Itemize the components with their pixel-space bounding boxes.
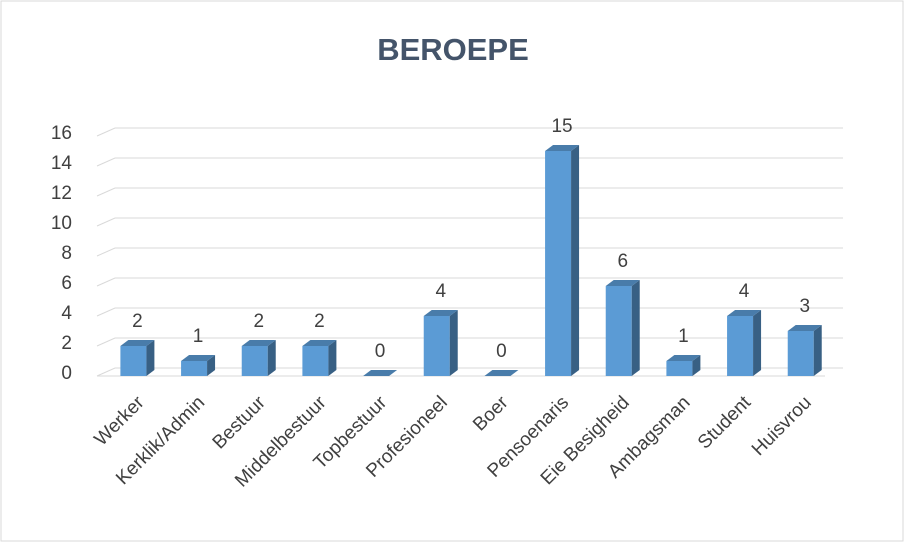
bar-top [423, 310, 458, 316]
bar-side [267, 340, 276, 376]
bar [545, 145, 580, 376]
y-tick-label: 0 [61, 363, 72, 384]
bar-side [328, 340, 337, 376]
y-tick-label: 8 [61, 243, 72, 264]
bar-side [146, 340, 155, 376]
bar-front [181, 361, 208, 376]
data-label: 3 [799, 296, 810, 317]
bar-side [753, 310, 762, 376]
bar-side [571, 145, 580, 376]
data-label: 2 [132, 311, 143, 332]
data-label: 1 [193, 326, 204, 347]
grid-line [96, 307, 843, 317]
grid-line [96, 217, 843, 227]
data-label: 2 [253, 311, 264, 332]
y-tick-label: 4 [61, 303, 72, 324]
bar-front [423, 316, 450, 376]
data-label: 0 [496, 341, 507, 362]
bar-top [727, 310, 762, 316]
bar-top [484, 370, 519, 376]
bar-front [787, 331, 814, 376]
bar [484, 370, 519, 376]
y-tick-label: 14 [51, 153, 73, 174]
bar-front [666, 361, 693, 376]
bar [181, 355, 216, 376]
bar [605, 280, 640, 376]
y-tick-label: 6 [61, 273, 72, 294]
bar [666, 355, 701, 376]
bar [787, 325, 822, 376]
grid-line [96, 157, 843, 167]
grid-line [96, 277, 843, 287]
data-label: 1 [678, 326, 689, 347]
data-label: 0 [375, 341, 386, 362]
bar-front [241, 346, 268, 376]
bar-front [120, 346, 147, 376]
bar-side [207, 355, 216, 376]
bar-top [787, 325, 822, 331]
bar-front [727, 316, 754, 376]
y-tick-label: 10 [51, 213, 72, 234]
bar-front [605, 286, 632, 376]
bar-front [302, 346, 329, 376]
data-label: 4 [435, 281, 446, 302]
bar [120, 340, 155, 376]
bar-side [813, 325, 822, 376]
data-label: 2 [314, 311, 325, 332]
bar-top [545, 145, 580, 151]
bar-top [120, 340, 155, 346]
bar-side [692, 355, 701, 376]
data-label: 15 [551, 116, 572, 137]
bar-top [666, 355, 701, 361]
bar-front [545, 151, 572, 376]
data-label: 4 [739, 281, 750, 302]
bar-top [302, 340, 337, 346]
chart-title: BEROEPE [377, 32, 529, 67]
grid-line [96, 337, 843, 347]
y-tick-label: 12 [51, 183, 72, 204]
bar [423, 310, 458, 376]
grid-line [96, 187, 843, 197]
y-tick-label: 16 [51, 123, 72, 144]
bar [241, 340, 276, 376]
bar [363, 370, 398, 376]
data-label: 6 [617, 251, 628, 272]
bar-side [631, 280, 640, 376]
bar-top [605, 280, 640, 286]
bar-top [363, 370, 398, 376]
grid-line [96, 367, 843, 377]
y-tick-label: 2 [61, 333, 72, 354]
bar-side [449, 310, 458, 376]
grid-line [96, 247, 843, 257]
bar-top [241, 340, 276, 346]
bar [727, 310, 762, 376]
bar [302, 340, 337, 376]
grid-line [96, 127, 843, 137]
bar-top [181, 355, 216, 361]
